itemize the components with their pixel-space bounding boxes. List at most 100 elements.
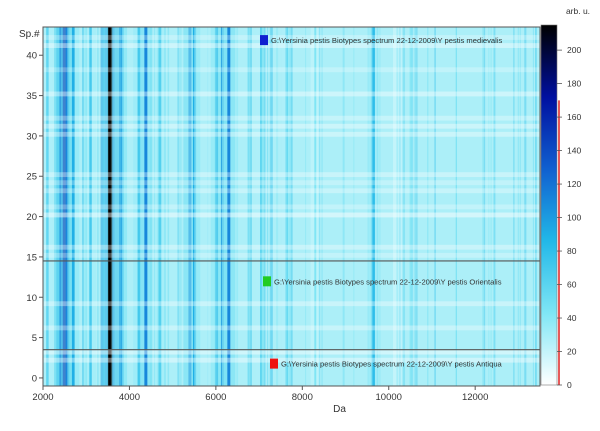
y-tick-label: 40 [26,51,37,62]
group-color-swatch [270,358,278,369]
noise-streak [411,27,414,386]
y-axis-label: Sp.# [19,29,40,40]
noise-streak [399,27,401,386]
colorbar-ticks: 0 20 40 60 80 100 120 140 160 180 200 [557,45,581,390]
noise-streak [270,27,273,386]
noise-streak [119,27,122,386]
x-tick-label: 10000 [376,392,402,403]
x-tick-label: 2000 [32,392,53,403]
noise-streak [102,27,105,386]
peak-column [65,27,69,386]
plot-border [42,26,541,387]
noise-streak [318,27,321,386]
noise-streak [110,27,112,386]
noise-streak [513,27,515,386]
group-separators [43,260,540,351]
x-tick-label: 6000 [205,392,226,403]
noise-streak [285,27,288,386]
noise-streak [367,27,369,386]
colorbar-tick-label: 120 [567,179,581,189]
colorbar-tick-label: 160 [567,112,581,122]
noise-streak [214,27,217,386]
colorbar-tick-label: 60 [567,280,577,290]
noise-streak [153,27,155,386]
noise-streak [488,27,490,386]
peak-column [71,27,75,386]
colorbar [540,24,558,386]
spectrum-row-band [43,180,540,186]
noise-streak [158,27,160,386]
group-label: G:\Yersinia pestis Biotypes spectrum 22-… [271,36,503,45]
noise-streak [149,27,152,386]
noise-streak [376,27,378,386]
noise-streak [379,27,381,386]
peak-column [137,27,141,386]
noise-streak [414,27,417,386]
colorbar-tick-label: 0 [567,380,572,390]
spectrum-row-band [43,252,540,258]
group-color-swatch [263,276,271,287]
spectrum-row-band [43,91,540,97]
spectrum-row-band [43,212,540,218]
noise-streak [416,27,418,386]
spectrum-row-band [43,123,540,129]
noise-streak [493,27,495,386]
noise-streak [535,27,537,386]
noise-streak [160,27,162,386]
spectrum-rows [43,35,540,363]
noise-streak [276,27,279,386]
group-label: G:\Yersinia pestis Biotypes spectrum 22-… [281,360,503,369]
spectrum-row-band [43,115,540,121]
colorbar-tick-label: 140 [567,146,581,156]
noise-streak [164,27,166,386]
spectrum-row-band [43,172,540,178]
y-tick-label: 20 [26,212,37,223]
noise-streak [267,27,269,386]
noise-streak [321,27,323,386]
noise-streak [353,27,355,386]
noise-streak [84,27,86,386]
noise-streak [402,27,406,386]
noise-streak [269,27,272,386]
spectrum-row-band [43,131,540,137]
noise-streak [47,27,49,386]
spectrum-row-band [43,43,540,48]
noise-streak [207,27,209,386]
colorbar-unit-label: arb. u. [566,6,590,16]
noise-streak [369,27,372,386]
spectrum-row-band [43,244,540,250]
noise-streak [177,27,180,386]
peak-column [260,27,263,386]
spectrum-row-band [43,357,540,363]
noise-streak [519,27,521,386]
x-tick-label: 4000 [119,392,140,403]
noise-streak [236,27,239,386]
noise-streak [263,27,266,386]
noise-streak [524,27,527,386]
peak-column [227,27,231,386]
noise-streak [122,27,124,386]
noise-streak [194,27,196,386]
noise-streak [455,27,457,386]
noise-streak [494,27,496,386]
colorbar-tick-label: 40 [567,313,577,323]
noise-streak [250,27,252,386]
noise-streak [106,27,109,386]
noise-streak [290,27,293,386]
noise-streak [342,27,345,386]
noise-streak [54,27,57,386]
group-label: G:\Yersinia pestis Biotypes spectrum 22-… [274,277,502,286]
peak-column [396,27,399,386]
noise-streak [247,27,250,386]
y-tick-label: 35 [26,91,37,102]
peak-columns [43,27,538,386]
noise-streak [157,27,160,386]
spectrum-row-band [43,35,540,40]
x-axis: 2000 4000 6000 8000 10000 12000 [32,386,488,403]
noise-streak [221,27,224,386]
peak-column [144,27,148,386]
noise-streak [287,27,290,386]
noise-streak [305,27,307,386]
y-tick-label: 25 [26,172,37,183]
